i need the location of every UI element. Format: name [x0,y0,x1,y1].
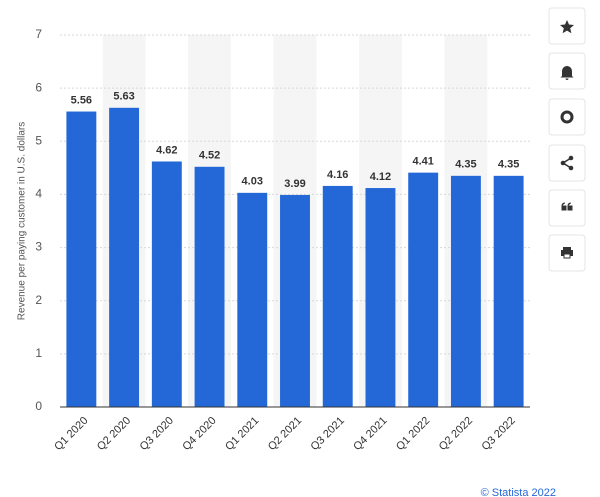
footer: © Statista 2022 [481,487,556,497]
x-tick-label: Q2 2021 [266,415,304,453]
x-tick-label: Q1 2022 [394,415,432,453]
bar [151,161,182,407]
y-tick-label: 0 [35,399,42,413]
data-label: 4.03 [242,176,263,188]
bar [280,194,310,407]
y-tick-label: 3 [35,240,42,254]
share-button[interactable] [548,144,586,182]
bar [322,185,353,407]
x-tick-label: Q3 2020 [138,415,176,453]
y-axis-label: Revenue per paying customer in U.S. doll… [17,122,28,320]
y-tick-label: 7 [35,27,42,41]
bar [66,111,97,408]
x-tick-label: Q4 2021 [351,415,389,453]
x-tick-label: Q4 2020 [180,415,218,453]
x-tick-label: Q2 2020 [95,415,133,453]
data-label: 4.16 [327,169,348,181]
bar [237,192,268,407]
data-label: 3.99 [284,178,305,190]
y-tick-label: 6 [35,80,42,94]
cite-button[interactable] [548,189,586,227]
data-label: 4.52 [199,150,220,162]
bar [365,188,396,407]
bar [493,175,524,407]
x-tick-label: Q3 2021 [309,415,347,453]
bar [109,107,140,407]
data-label: 4.62 [156,144,177,156]
notification-button[interactable] [548,52,586,90]
favorite-button[interactable] [548,7,586,45]
x-tick-label: Q1 2020 [52,415,90,453]
data-label: 4.12 [370,171,391,183]
toolbar [548,7,586,272]
print-button[interactable] [548,234,586,272]
data-label: 5.63 [113,91,134,103]
bar [450,175,481,407]
bar [408,172,439,407]
data-label: 4.41 [412,156,433,168]
bar [194,166,225,407]
y-tick-label: 2 [35,293,42,307]
y-tick-label: 4 [35,187,42,201]
y-tick-label: 5 [35,133,42,147]
x-tick-label: Q1 2021 [223,415,261,453]
data-label: 4.35 [455,159,476,171]
x-tick-label: Q2 2022 [437,415,475,453]
settings-button[interactable] [548,98,586,136]
data-label: 4.35 [498,159,519,171]
x-tick-label: Q3 2022 [479,415,517,453]
y-tick-label: 1 [35,346,42,360]
data-label: 5.56 [71,94,92,106]
